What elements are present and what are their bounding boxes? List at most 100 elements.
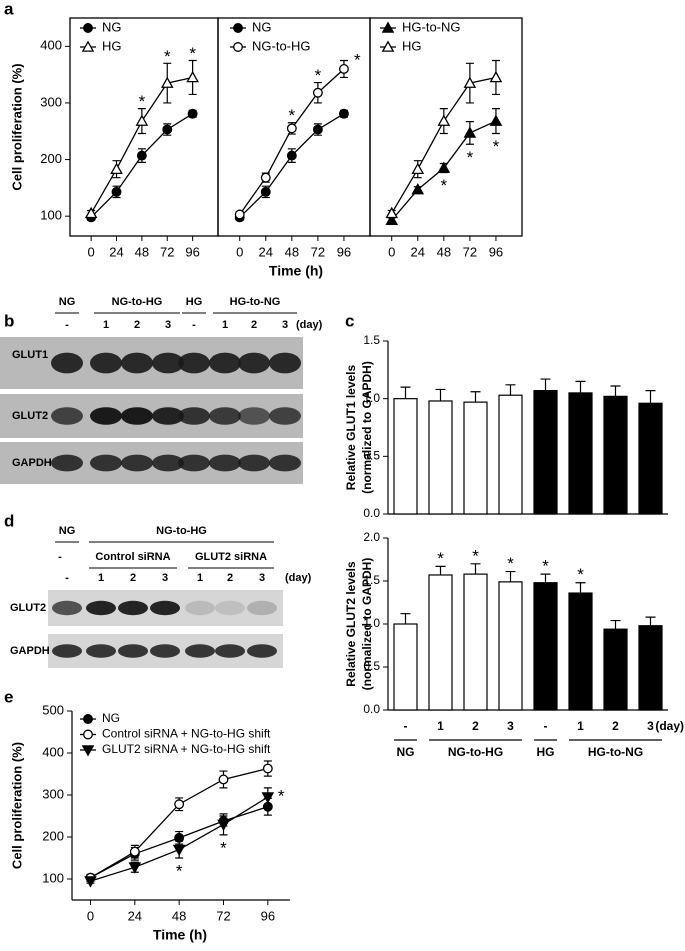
marker: [286, 150, 297, 161]
x-tick-label: 0: [88, 244, 95, 259]
legend-label: NG-to-HG: [252, 38, 311, 53]
lane-label: 2: [130, 572, 136, 584]
y-tick-label: 2.0: [363, 530, 380, 544]
lane-label: 3: [165, 319, 171, 331]
x-tick-label: -: [544, 719, 548, 733]
lane-label: -: [65, 572, 69, 584]
blot-row-label: GAPDH: [10, 645, 50, 657]
error-bar: [645, 389, 656, 404]
significance-star: *: [315, 66, 322, 85]
blot-band: [86, 600, 116, 616]
blot-band: [185, 644, 215, 658]
marker: [338, 64, 349, 74]
blot-band: [121, 454, 153, 472]
marker: [312, 87, 323, 98]
error-bar: [610, 619, 621, 630]
lane-label: 3: [162, 572, 168, 584]
blot-band: [247, 644, 277, 658]
significance-star: *: [289, 106, 296, 125]
marker: [136, 150, 147, 161]
marker: [84, 876, 97, 888]
blot-row-label: GLUT2: [12, 410, 48, 422]
blot-band: [90, 407, 122, 425]
y-tick-label: 300: [42, 786, 64, 801]
marker: [234, 209, 245, 220]
bar: [568, 592, 593, 711]
x-tick-label: 72: [216, 908, 230, 923]
marker: [135, 114, 149, 126]
blot-band: [238, 454, 270, 472]
marker: [233, 23, 243, 33]
bar: [393, 398, 418, 515]
error-bar: [505, 570, 516, 582]
blot-band: [52, 600, 82, 616]
significance-star: *: [507, 554, 514, 573]
y-tick-label: 100: [40, 208, 62, 223]
group-label: NG-to-HG: [112, 296, 163, 308]
blot-row-label: GLUT2: [10, 602, 46, 614]
blot-band: [121, 352, 153, 374]
y-tick-label: 1.5: [363, 333, 380, 347]
marker: [187, 108, 198, 119]
y-tick-label: 200: [42, 828, 64, 843]
group-label: NG: [59, 296, 76, 308]
y-tick-label: 1.0: [363, 616, 380, 630]
significance-star: *: [577, 565, 584, 584]
x-tick-label: 2: [472, 719, 479, 733]
x-tick-label: 0: [388, 244, 395, 259]
group-label: HG-to-NG: [588, 745, 643, 759]
x-tick-label: 48: [437, 244, 451, 259]
error-bar: [575, 380, 586, 393]
bar: [428, 574, 453, 711]
bar: [533, 582, 558, 711]
x-tick-label: 72: [463, 244, 477, 259]
error-bar: [540, 378, 551, 391]
significance-star: *: [139, 92, 146, 111]
blot-band: [185, 600, 215, 616]
marker: [411, 162, 425, 174]
lane-label: -: [65, 319, 69, 331]
y-tick-label: 200: [40, 151, 62, 166]
blot-band: [215, 600, 245, 616]
x-tick-label: 96: [261, 908, 275, 923]
marker: [463, 126, 477, 138]
significance-star: *: [441, 176, 448, 195]
bar: [498, 581, 523, 711]
marker: [128, 862, 142, 874]
blot-band: [238, 407, 270, 425]
marker: [83, 23, 93, 33]
marker: [437, 114, 451, 126]
y-tick-label: 400: [42, 744, 64, 759]
subgroup-label: -: [58, 551, 62, 563]
blot-row-label: GLUT1: [12, 349, 48, 361]
blot-band: [178, 407, 210, 425]
significance-star: *: [189, 44, 196, 63]
significance-star: *: [164, 47, 171, 66]
legend-label: HG: [102, 38, 122, 53]
marker: [83, 729, 93, 740]
significance-star: *: [472, 546, 479, 565]
marker: [463, 76, 477, 88]
y-tick-label: 1.0: [363, 391, 380, 405]
error-bar: [540, 573, 551, 583]
x-tick-label: 72: [160, 244, 174, 259]
marker: [81, 40, 95, 52]
subgroup-label: GLUT2 siRNA: [195, 551, 267, 563]
blot-band: [152, 407, 184, 425]
legend-label: NG: [102, 19, 122, 34]
group-label: NG-to-HG: [156, 525, 207, 537]
panel-label: e: [4, 687, 13, 706]
significance-star: *: [542, 557, 549, 576]
panel-label: d: [4, 511, 14, 530]
x-tick-label: 24: [259, 244, 273, 259]
x-tick-label: 48: [285, 244, 299, 259]
lane-unit: (day): [285, 572, 312, 584]
marker: [262, 763, 273, 774]
y-tick-label: 0.5: [363, 659, 380, 673]
marker: [437, 161, 451, 173]
bar: [603, 395, 628, 515]
marker: [312, 124, 323, 135]
lane-label: 3: [259, 572, 265, 584]
